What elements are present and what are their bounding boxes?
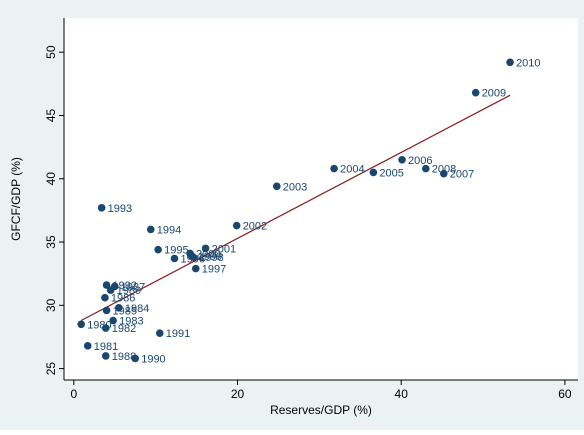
point-label: 1992 (113, 280, 137, 292)
point-label: 1986 (111, 293, 135, 305)
point-label: 2008 (432, 164, 456, 176)
point (101, 352, 110, 360)
point (170, 254, 179, 263)
y-tick-label: 35 (44, 235, 58, 249)
point (109, 316, 117, 325)
point-label: 1989 (117, 285, 141, 297)
point (201, 244, 210, 253)
point-label: 2002 (243, 221, 267, 233)
point (106, 286, 115, 294)
point-label: 1987 (121, 281, 145, 293)
point (146, 225, 155, 234)
point (471, 88, 480, 97)
point (102, 281, 111, 289)
point (101, 324, 110, 332)
point-label: 1984 (125, 303, 149, 315)
point-label: 1983 (119, 316, 143, 328)
point (421, 164, 430, 173)
point (131, 354, 140, 363)
point-label: 1994 (157, 224, 181, 236)
point-label: 1991 (166, 328, 190, 340)
point (154, 245, 162, 254)
x-axis-title: Reserves/GDP (%) (270, 403, 372, 417)
point-label: 2005 (379, 167, 403, 179)
point-label: 1988 (112, 351, 136, 363)
point-label: 2010 (516, 57, 540, 69)
x-tick-label: 0 (70, 387, 77, 401)
point (102, 306, 111, 315)
point-label: 1990 (141, 353, 165, 365)
x-tick-label: 60 (558, 387, 572, 401)
y-tick-label: 50 (44, 45, 58, 59)
point-label: 1998 (199, 252, 223, 264)
point (186, 249, 194, 258)
point (439, 169, 448, 178)
point-label: 2001 (212, 243, 236, 255)
y-tick-label: 25 (44, 362, 58, 376)
point-label: 1993 (108, 203, 132, 215)
y-tick-label: 45 (44, 108, 58, 122)
point (273, 182, 281, 191)
point (101, 293, 109, 302)
point (77, 320, 85, 329)
point (155, 329, 164, 337)
point (506, 58, 514, 67)
fit-line (80, 94, 511, 322)
point-label: 2009 (482, 88, 506, 100)
x-tick-label: 20 (231, 387, 245, 401)
point-label: 2004 (340, 164, 364, 176)
y-axis-title: GFCF/GDP (%) (9, 157, 23, 241)
point (398, 155, 406, 164)
y-tick-label: 40 (44, 172, 58, 186)
point-label: 1982 (112, 323, 136, 335)
point-label: 1997 (202, 264, 226, 276)
point-label: 1999 (198, 251, 222, 263)
point (115, 304, 123, 312)
point (330, 164, 338, 173)
point (232, 221, 241, 230)
point (97, 204, 106, 212)
point-label: 1981 (94, 341, 118, 353)
point-label: 2007 (450, 169, 474, 181)
point (369, 168, 378, 177)
x-tick-label: 40 (395, 387, 409, 401)
point-label: 1995 (164, 245, 188, 257)
point (191, 264, 200, 273)
point-label: 1985 (113, 305, 137, 317)
point-label: 2003 (283, 181, 307, 193)
y-tick-label: 30 (44, 298, 58, 312)
point-label: 2000 (196, 248, 220, 260)
point (83, 342, 92, 350)
plot-area (64, 18, 578, 380)
point-label: 2006 (408, 155, 432, 167)
